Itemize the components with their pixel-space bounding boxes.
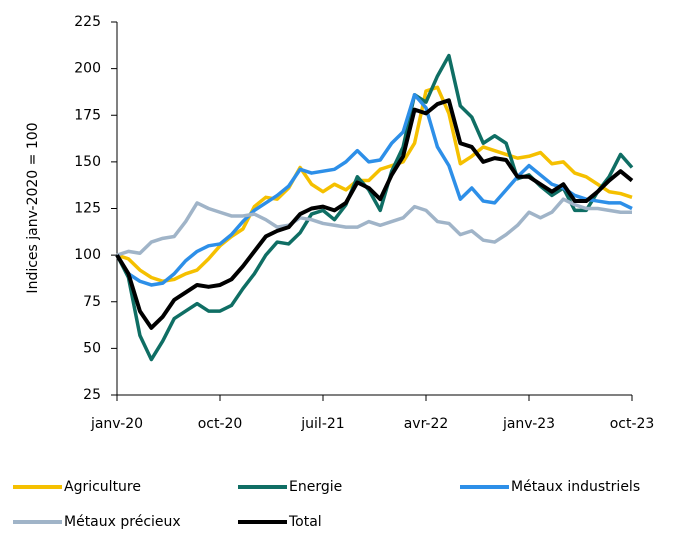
series-line [115,98,634,330]
x-tick-label: juil-21 [300,416,344,432]
legend-label: Métaux précieux [64,514,181,530]
legend-label: Energie [289,479,342,495]
x-tick-label: avr-22 [404,416,449,432]
x-tick-label: janv-20 [90,416,143,432]
y-tick-label: 225 [74,14,101,30]
y-tick-label: 25 [83,387,101,403]
x-tick-label: oct-23 [610,416,655,432]
y-tick-label: 100 [74,247,101,263]
x-tick-label: janv-23 [502,416,555,432]
x-tick-label: oct-20 [198,416,243,432]
y-tick-label: 75 [83,294,101,310]
series-line [115,92,633,287]
y-tick-label: 50 [83,340,101,356]
y-axis-label: Indices janv-2020 = 100 [25,122,41,293]
legend-label: Agriculture [64,479,141,495]
legend-label: Métaux industriels [511,479,640,495]
series-line [115,53,634,362]
y-tick-label: 125 [74,201,101,217]
legend-label: Total [288,514,322,530]
y-tick-label: 175 [74,107,101,123]
series-line [116,197,632,257]
y-tick-label: 150 [74,154,101,170]
series-line [116,85,633,283]
y-tick-label: 200 [74,61,101,77]
